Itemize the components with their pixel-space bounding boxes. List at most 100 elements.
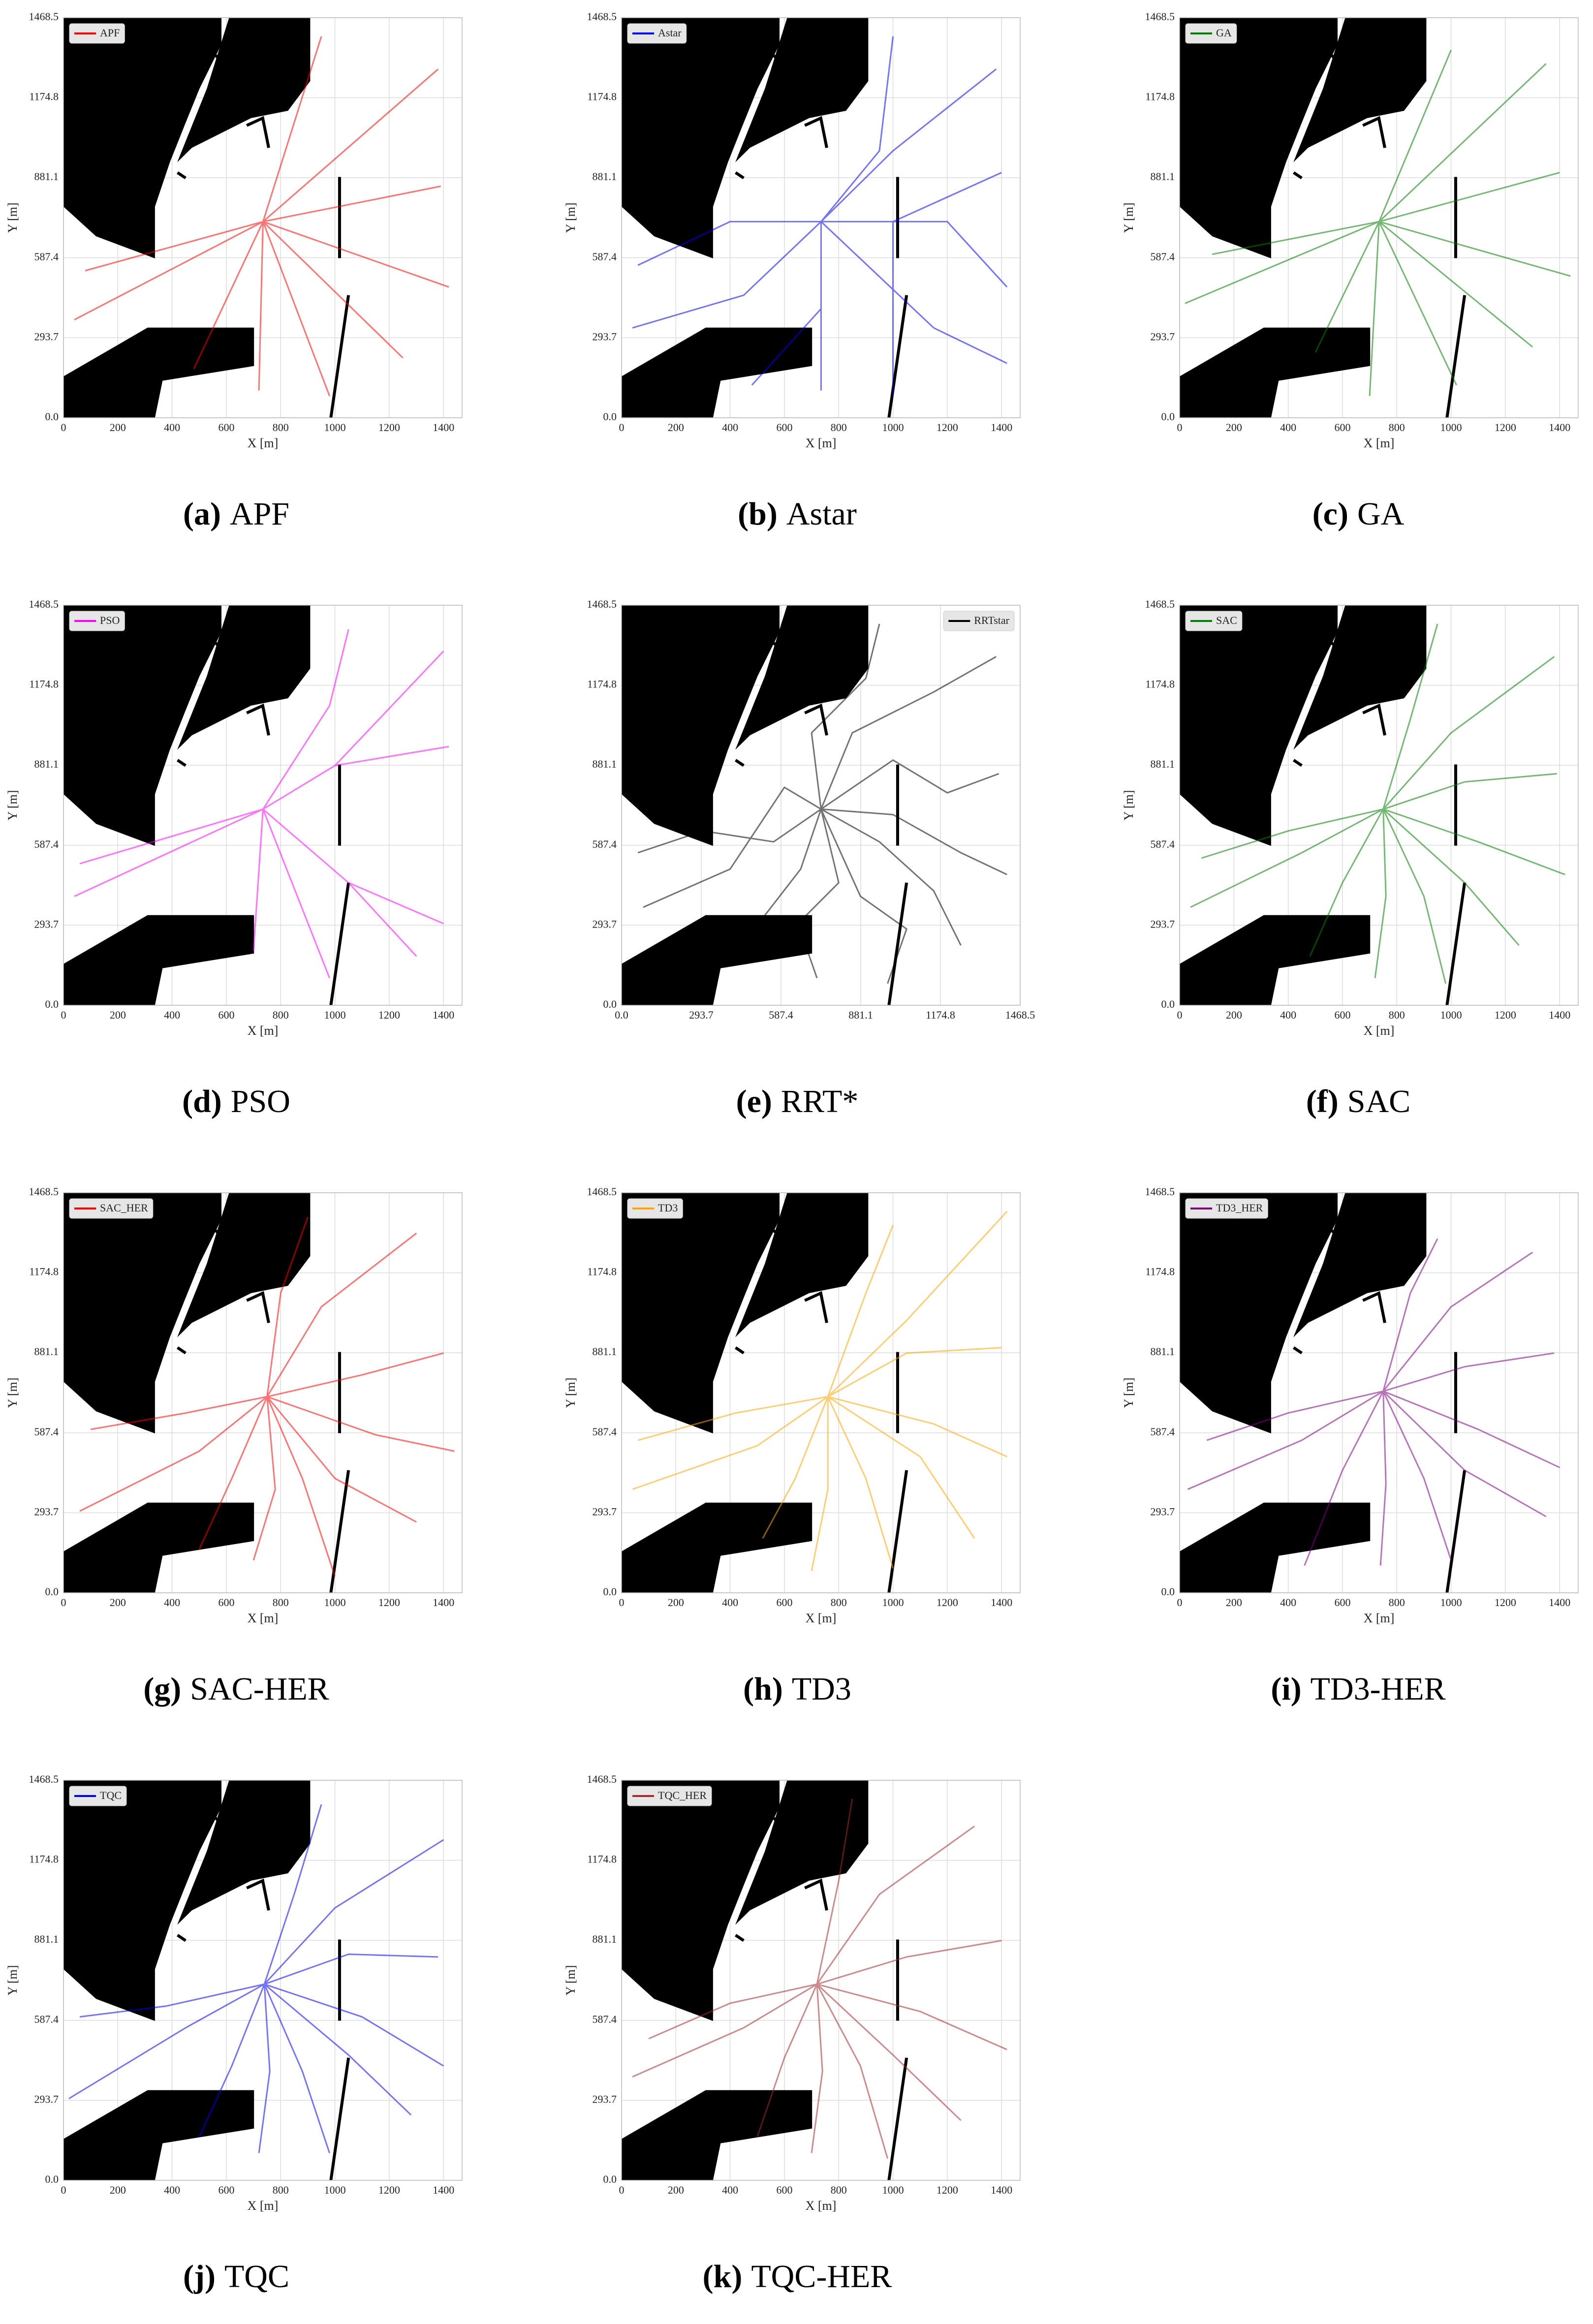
caption: (b) Astar	[738, 496, 857, 532]
caption-tag: (h)	[743, 1671, 783, 1707]
x-tick-label: 800	[831, 1596, 847, 1609]
caption: (h) TD3	[743, 1671, 851, 1707]
legend: GA	[1185, 23, 1237, 44]
legend: TQC	[69, 1786, 127, 1806]
legend-box	[1185, 1198, 1268, 1219]
x-tick-label: 400	[1280, 421, 1296, 434]
map-layer	[63, 605, 449, 1005]
map-layer	[63, 1193, 455, 1593]
x-tick-label: 1200	[937, 421, 958, 434]
y-tick-label: 587.4	[1151, 838, 1175, 850]
caption-name: APF	[230, 496, 289, 532]
wall	[176, 759, 187, 767]
subplot: 0 200 400 600 800 1000 1200 1400 0.0 293.7 587.4 88…	[1122, 1185, 1579, 1707]
obstacle	[63, 915, 254, 1005]
obstacle	[622, 327, 812, 418]
x-tick-label: 600	[218, 421, 234, 434]
x-tick-label: 1200	[378, 421, 400, 434]
x-tick-label: 1200	[378, 1009, 400, 1021]
legend-box	[69, 611, 125, 631]
legend-box	[627, 1786, 712, 1806]
legend-box	[627, 23, 687, 44]
y-axis-label: Y [m]	[5, 203, 20, 233]
wall	[804, 116, 828, 148]
trajectory	[632, 1798, 1007, 2159]
y-tick-label: 0.0	[603, 1585, 617, 1598]
caption-tag: (d)	[182, 1084, 222, 1119]
y-tick-label: 1174.8	[1145, 91, 1175, 103]
wall	[887, 295, 908, 418]
x-axis-label: X [m]	[1364, 1611, 1395, 1625]
y-axis-label: Y [m]	[5, 1378, 20, 1408]
subplot: 0 200 400 600 800 1000 1200 1400 0.0 293.7 587.4 88…	[1122, 10, 1579, 532]
legend-label: TQC	[100, 1789, 122, 1801]
x-tick-label: 600	[776, 421, 792, 434]
x-tick-label: 800	[273, 1009, 289, 1021]
y-tick-label: 1468.5	[587, 1185, 617, 1198]
caption-tag: (j)	[183, 2259, 216, 2294]
caption-name: TD3-HER	[1311, 1671, 1446, 1707]
wall	[804, 1291, 828, 1323]
trajectory	[74, 36, 449, 397]
wall	[1362, 116, 1386, 148]
y-axis-label: Y [m]	[1122, 790, 1136, 821]
y-tick-label: 587.4	[593, 1425, 617, 1438]
wall	[214, 1229, 241, 1254]
x-axis-label: X [m]	[806, 2199, 837, 2213]
wall	[804, 1878, 828, 1911]
y-tick-label: 0.0	[1161, 410, 1175, 423]
y-tick-label: 1174.8	[1145, 678, 1175, 690]
map-layer	[622, 1193, 1008, 1593]
y-tick-label: 881.1	[34, 1345, 59, 1358]
caption: (c) GA	[1312, 496, 1405, 532]
legend-label: APF	[100, 27, 120, 39]
wall	[887, 882, 908, 1005]
y-tick-label: 0.0	[45, 998, 59, 1010]
x-tick-label: 1000	[1440, 1009, 1462, 1021]
wall	[772, 642, 799, 666]
x-tick-label: 200	[1226, 1009, 1242, 1021]
x-tick-label: 0.0	[615, 1009, 628, 1021]
wall	[246, 1291, 270, 1323]
trajectory	[1190, 623, 1565, 984]
wall	[783, 79, 810, 100]
caption: (a) APF	[183, 496, 289, 532]
y-axis-label: Y [m]	[5, 1965, 20, 1996]
x-tick-label: 1200	[937, 2184, 958, 2196]
x-tick-label: 200	[110, 2184, 126, 2196]
x-tick-label: 600	[218, 1596, 234, 1609]
wall	[887, 1470, 908, 1593]
y-tick-label: 587.4	[593, 838, 617, 850]
y-axis-label: Y [m]	[1122, 203, 1136, 233]
x-tick-label: 0	[61, 1596, 66, 1609]
x-tick-label: 200	[668, 1596, 684, 1609]
y-tick-label: 1174.8	[587, 678, 617, 690]
y-tick-label: 1174.8	[29, 1853, 59, 1865]
wall	[214, 54, 241, 79]
obstacle	[735, 605, 869, 750]
map-layer	[622, 18, 1008, 418]
axes-frame	[621, 1780, 1021, 2181]
y-tick-label: 293.7	[1151, 918, 1175, 930]
x-tick-label: 0	[61, 421, 66, 434]
trajectory	[632, 1210, 1008, 1571]
map-layer	[63, 1780, 444, 2180]
y-axis-label: Y [m]	[5, 790, 20, 821]
caption-tag: (f)	[1306, 1084, 1339, 1119]
x-tick-label: 0	[1177, 1009, 1183, 1021]
subplot: 0 200 400 600 800 1000 1200 1400 0.0 293.7 587.4 88…	[563, 10, 1021, 532]
y-tick-label: 881.1	[593, 758, 617, 770]
y-tick-label: 1468.5	[29, 1185, 59, 1198]
legend: TQC_HER	[627, 1786, 712, 1806]
y-tick-label: 293.7	[593, 1505, 617, 1518]
wall	[772, 1229, 799, 1254]
y-axis-label: Y [m]	[563, 1965, 578, 1996]
axes-frame	[1179, 17, 1579, 418]
legend-label: TD3_HER	[1216, 1202, 1263, 1214]
x-tick-label: 0	[619, 2184, 625, 2196]
obstacle	[622, 1780, 780, 2021]
y-tick-label: 293.7	[593, 918, 617, 930]
legend: PSO	[69, 611, 125, 631]
x-tick-label: 400	[722, 1596, 738, 1609]
